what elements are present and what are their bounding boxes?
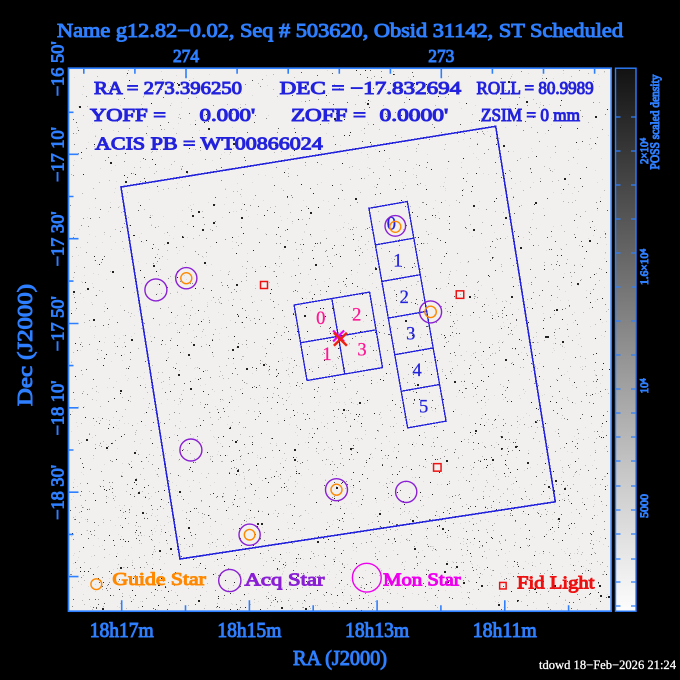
- svg-text:Dec (J2000): Dec (J2000): [13, 284, 37, 406]
- svg-text:POSS scaled density: POSS scaled density: [648, 74, 662, 170]
- svg-text:2: 2: [352, 306, 361, 326]
- svg-text:2×104: 2×104: [637, 138, 651, 164]
- svg-text:274: 274: [173, 46, 199, 66]
- svg-text:3: 3: [357, 341, 366, 361]
- svg-text:18h13m: 18h13m: [345, 618, 409, 642]
- svg-text:1.6×104: 1.6×104: [637, 249, 651, 285]
- svg-text:0.000': 0.000': [200, 105, 256, 125]
- svg-text:0.0000': 0.0000': [380, 105, 449, 125]
- svg-text:−16 50': −16 50': [47, 41, 67, 96]
- svg-text:RA (J2000): RA (J2000): [293, 646, 387, 670]
- svg-text:18h15m: 18h15m: [217, 618, 281, 642]
- svg-text:0: 0: [316, 309, 325, 329]
- svg-text:Mon Star: Mon Star: [383, 570, 461, 590]
- svg-text:−18 10': −18 10': [47, 381, 67, 436]
- svg-text:ROLL = 80.9989: ROLL = 80.9989: [477, 78, 594, 98]
- svg-text:18h17m: 18h17m: [90, 618, 154, 642]
- svg-text:YOFF =: YOFF =: [90, 105, 166, 125]
- svg-text:−17 10': −17 10': [47, 127, 67, 182]
- svg-text:ZSIM = 0 mm: ZSIM = 0 mm: [481, 105, 580, 125]
- svg-text:5: 5: [419, 398, 428, 418]
- svg-text:Guide Star: Guide Star: [112, 569, 206, 589]
- svg-text:Name g12.82−0.02, Seq # 503620: Name g12.82−0.02, Seq # 503620, Obsid 31…: [57, 20, 623, 42]
- svg-text:273: 273: [428, 46, 454, 66]
- svg-text:Fid Light: Fid Light: [517, 573, 595, 593]
- svg-text:2: 2: [400, 288, 409, 308]
- svg-text:3: 3: [406, 325, 415, 345]
- svg-text:1: 1: [393, 251, 402, 271]
- svg-text:−18 30': −18 30': [47, 465, 67, 520]
- svg-text:1: 1: [322, 345, 331, 365]
- svg-text:0: 0: [387, 215, 396, 235]
- svg-text:−17 30': −17 30': [47, 211, 67, 266]
- svg-text:DEC = −17.832694: DEC = −17.832694: [280, 78, 462, 98]
- svg-text:ACIS PB = WT00866024: ACIS PB = WT00866024: [95, 133, 323, 153]
- svg-text:5000: 5000: [637, 494, 651, 518]
- svg-text:Acq Star: Acq Star: [245, 569, 325, 589]
- svg-text:RA = 273.396250: RA = 273.396250: [94, 78, 242, 98]
- svg-text:ZOFF =: ZOFF =: [291, 105, 366, 125]
- svg-text:18h11m: 18h11m: [473, 618, 537, 642]
- svg-text:−17 50': −17 50': [47, 296, 67, 351]
- svg-text:4: 4: [413, 361, 422, 381]
- svg-text:tdowd 18−Feb−2026 21:24: tdowd 18−Feb−2026 21:24: [539, 658, 677, 672]
